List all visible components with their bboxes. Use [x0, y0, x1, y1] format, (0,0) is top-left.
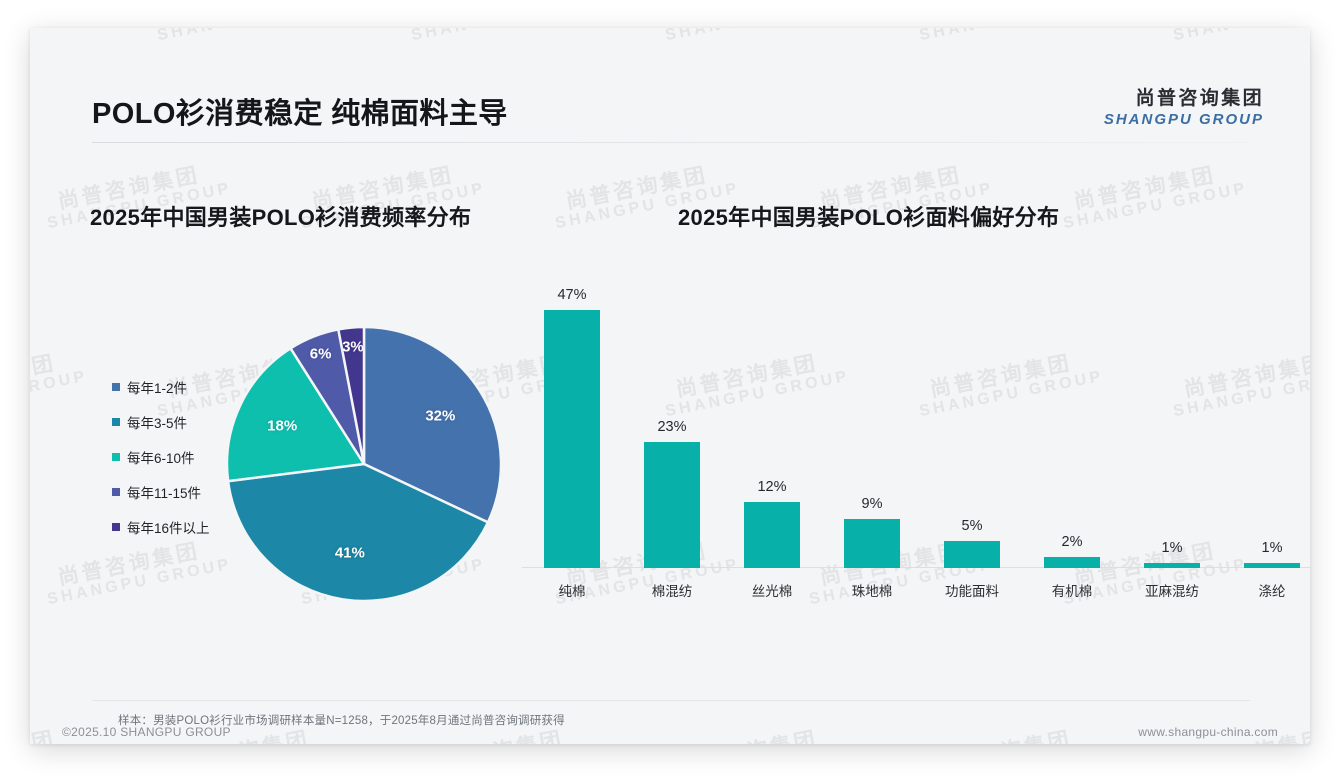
legend-swatch-icon: [112, 382, 120, 391]
footnote-text: 样本：男装POLO衫行业市场调研样本量N=1258，于2025年8月通过尚普咨询…: [118, 715, 565, 727]
pie-slice-value-label: 32%: [425, 407, 456, 425]
bar-category-label: 珠地棉: [851, 584, 893, 599]
bar-chart-column[interactable]: 5% 功能面料: [922, 278, 1022, 599]
bar-rect[interactable]: [944, 540, 1000, 568]
bar-chart-column[interactable]: 1% 亚麻混纺: [1122, 278, 1222, 599]
legend-item[interactable]: 每年1-2件: [112, 369, 232, 404]
pie-slice[interactable]: [362, 325, 503, 524]
bar-category-label: 纯棉: [558, 584, 586, 599]
pie-slice-value-label: 3%: [342, 338, 364, 356]
bar-value-label: 23%: [657, 418, 687, 435]
legend-item-label: 每年11-15件: [127, 485, 202, 501]
bar-category-label: 有机棉: [1051, 584, 1093, 599]
slide-canvas: 尚普咨询集团 SHANGPU GROUP 尚普咨询集团 SHANGPU GROUP 尚普…: [30, 28, 1310, 744]
bar-category-label: 亚麻混纺: [1145, 584, 1199, 599]
pie-chart-title: 2025年中国男装POLO衫消费频率分布: [90, 205, 472, 230]
bar-value-label: 2%: [1061, 534, 1083, 551]
bar-value-label: 5%: [961, 517, 983, 534]
header-divider: [92, 142, 1250, 143]
bar-rect[interactable]: [1144, 562, 1200, 568]
bar-rect[interactable]: [844, 518, 900, 568]
legend-swatch-icon: [112, 417, 120, 426]
bar-chart-column[interactable]: 12% 丝光棉: [722, 278, 822, 599]
brand-logo-cn: 尚普咨询集团: [1135, 88, 1264, 109]
pie-chart: 32% 41% 18% 6% 3%: [225, 325, 503, 603]
footnote-divider: [92, 700, 1250, 701]
bar-rect[interactable]: [644, 441, 700, 568]
slide-header: POLO衫消费稳定 纯棉面料主导 尚普咨询集团 SHANGPU GROUP: [30, 28, 1310, 130]
bar-value-label: 12%: [757, 479, 787, 496]
bar-chart-axis-line: [522, 567, 1310, 568]
legend-item[interactable]: 每年11-15件: [112, 474, 232, 509]
legend-item-label: 每年1-2件: [127, 380, 188, 396]
bar-category-label: 功能面料: [945, 584, 999, 599]
bar-category-label: 丝光棉: [751, 584, 793, 599]
bar-chart-column[interactable]: 9% 珠地棉: [822, 278, 922, 599]
bar-rect[interactable]: [544, 310, 600, 568]
pie-chart-svg: [225, 325, 503, 603]
pie-slice-value-label: 6%: [309, 345, 332, 363]
pie-slice[interactable]: [336, 325, 366, 465]
legend-swatch-icon: [112, 452, 120, 461]
legend-item-label: 每年3-5件: [127, 415, 188, 431]
bar-chart-column[interactable]: 2% 有机棉: [1022, 278, 1122, 599]
website-link[interactable]: www.shangpu-china.com: [1138, 725, 1278, 739]
legend-item-label: 每年16件以上: [127, 520, 210, 536]
legend-swatch-icon: [112, 522, 120, 531]
charts-region: 2025年中国男装POLO衫消费频率分布 每年1-2件 每年3-5件 每年6-10件…: [30, 28, 1310, 744]
bar-rect[interactable]: [744, 502, 800, 568]
bar-value-label: 1%: [1161, 539, 1183, 556]
bar-chart-title: 2025年中国男装POLO衫面料偏好分布: [678, 205, 1060, 230]
bar-rect[interactable]: [1244, 562, 1300, 568]
bar-rect[interactable]: [1044, 557, 1100, 568]
bar-value-label: 47%: [557, 287, 587, 303]
brand-logo: 尚普咨询集团 SHANGPU GROUP: [1104, 88, 1264, 129]
bar-chart-column[interactable]: 47% 纯棉: [522, 278, 622, 599]
legend-item[interactable]: 每年16件以上: [112, 509, 232, 544]
bar-category-label: 棉混纺: [651, 584, 693, 599]
bar-value-label: 1%: [1261, 539, 1283, 556]
bar-value-label: 9%: [861, 495, 883, 512]
pie-slice-value-label: 18%: [267, 417, 298, 434]
page-title: POLO衫消费稳定 纯棉面料主导: [92, 98, 508, 130]
copyright-text: ©2025.10 SHANGPU GROUP: [62, 725, 231, 739]
legend-item[interactable]: 每年6-10件: [112, 439, 232, 474]
bar-chart-column[interactable]: 23% 棉混纺: [622, 278, 722, 599]
pie-slice[interactable]: [225, 346, 367, 483]
bar-category-label: 涤纶: [1258, 584, 1286, 599]
brand-logo-en: SHANGPU GROUP: [1103, 110, 1264, 128]
pie-slice[interactable]: [226, 462, 490, 603]
legend-swatch-icon: [112, 487, 120, 496]
bar-chart-column[interactable]: 1% 涤纶: [1222, 278, 1310, 599]
pie-chart-legend: 每年1-2件 每年3-5件 每年6-10件 每年11-15件 每年16件以上: [112, 369, 232, 544]
legend-item-label: 每年6-10件: [127, 450, 195, 466]
pie-slice-value-label: 41%: [334, 544, 365, 562]
slide-footer: ©2025.10 SHANGPU GROUP www.shangpu-china…: [30, 716, 1310, 752]
legend-item[interactable]: 每年3-5件: [112, 404, 232, 439]
bar-chart: 47% 纯棉 23% 棉混纺 12% 丝光棉 9% 珠地棉 5% 功能面料 2% 有机棉 1% 亚麻混纺 1…: [522, 278, 1310, 599]
